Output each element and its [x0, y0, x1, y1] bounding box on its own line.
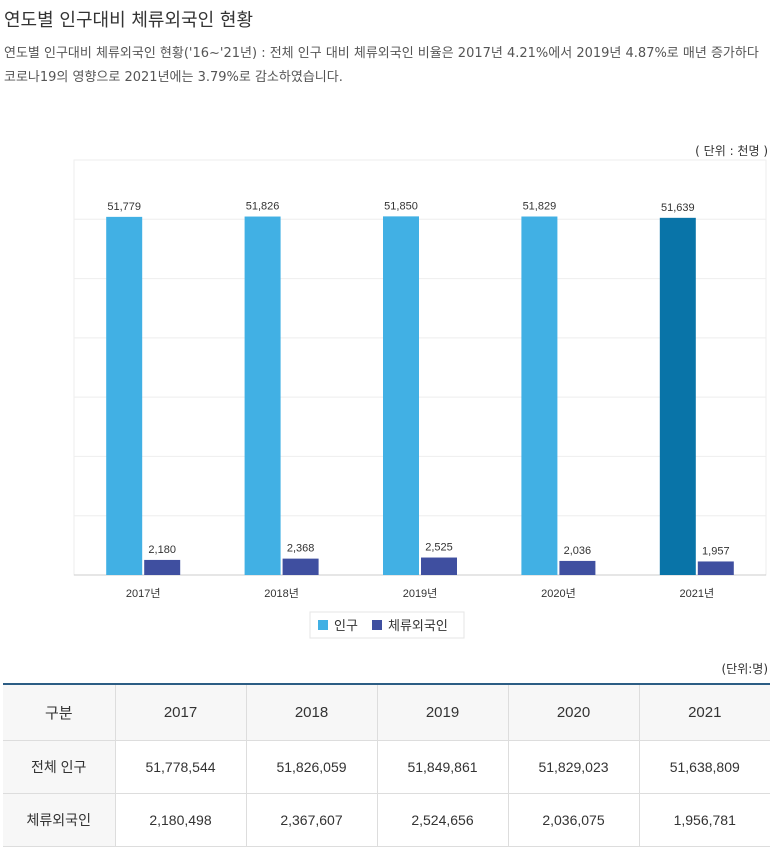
table-row: 체류외국인 2,180,498 2,367,607 2,524,656 2,03… — [3, 793, 770, 847]
chart-unit-label: ( 단위 : 천명 ) — [695, 144, 768, 158]
table-cell: 2,180,498 — [114, 793, 246, 847]
table-cell: 51,849,861 — [376, 740, 508, 794]
table-row-label: 체류외국인 — [3, 793, 115, 847]
chart-data-labels: 51,779 2,180 51,826 2,368 51,850 2,525 51,829 2… — [107, 200, 729, 557]
bar-population[interactable] — [659, 217, 696, 575]
data-label: 51,639 — [661, 202, 695, 214]
x-tick-label: 2021년 — [680, 587, 715, 600]
x-tick-label: 2019년 — [403, 587, 438, 600]
chart-legend[interactable]: 인구 체류외국인 — [309, 611, 465, 639]
table-header-cell: 2020 — [507, 684, 639, 741]
table-unit-label: (단위:명) — [721, 662, 768, 676]
table-header-cell: 2019 — [376, 684, 508, 741]
chart-bars — [106, 216, 734, 575]
data-label: 51,779 — [107, 201, 141, 213]
page-title: 연도별 인구대비 체류외국인 현황 — [4, 10, 254, 31]
legend-swatch — [372, 620, 382, 630]
table-row: 전체 인구 51,778,544 51,826,059 51,849,861 5… — [3, 740, 770, 794]
table-cell: 2,367,607 — [245, 793, 377, 847]
bar-population[interactable] — [106, 216, 143, 575]
table-cell: 51,638,809 — [638, 740, 770, 794]
page-description: 연도별 인구대비 체류외국인 현황('16~'21년) : 전체 인구 대비 체… — [4, 46, 759, 85]
table-header-cell: 2018 — [245, 684, 377, 741]
table-cell: 51,829,023 — [507, 740, 639, 794]
table-row-label: 전체 인구 — [3, 740, 115, 794]
table-header-row: 구분 2017 2018 2019 2020 2021 — [3, 684, 770, 741]
legend-item-population[interactable]: 인구 — [334, 619, 358, 634]
data-label: 2,036 — [564, 545, 592, 557]
x-tick-label: 2018년 — [264, 587, 299, 600]
data-label: 1,957 — [702, 545, 730, 557]
bar-foreigners[interactable] — [144, 559, 181, 575]
bar-foreigners[interactable] — [697, 561, 734, 575]
chart-x-ticks: 2017년 2018년 2019년 2020년 2021년 — [126, 587, 714, 600]
data-label: 2,180 — [148, 544, 176, 556]
table-header-cell: 2021 — [638, 684, 770, 741]
bar-population[interactable] — [521, 216, 558, 575]
population-data-table: 구분 2017 2018 2019 2020 2021 전체 인구 51,778… — [3, 683, 770, 847]
population-bar-chart: 51,779 2,180 51,826 2,368 51,850 2,525 51,829 2… — [73, 159, 767, 639]
data-label: 2,525 — [425, 542, 453, 554]
legend-item-foreigners[interactable]: 체류외국인 — [388, 619, 448, 634]
table-cell: 51,778,544 — [114, 740, 246, 794]
table-cell: 51,826,059 — [245, 740, 377, 794]
x-tick-label: 2017년 — [126, 587, 161, 600]
table-header-cell: 2017 — [114, 684, 246, 741]
chart-grid — [73, 159, 767, 576]
data-label: 51,826 — [246, 201, 280, 213]
table-header-cell: 구분 — [3, 684, 115, 741]
bar-foreigners[interactable] — [421, 557, 457, 575]
bar-foreigners[interactable] — [282, 558, 319, 575]
data-label: 51,829 — [523, 201, 557, 213]
legend-swatch — [318, 620, 328, 630]
bar-population[interactable] — [244, 216, 281, 575]
bar-population[interactable] — [383, 216, 419, 575]
data-label: 51,850 — [384, 200, 418, 212]
table-cell: 2,524,656 — [376, 793, 508, 847]
table-cell: 1,956,781 — [638, 793, 770, 847]
bar-foreigners[interactable] — [559, 560, 596, 575]
x-tick-label: 2020년 — [541, 587, 576, 600]
data-label: 2,368 — [287, 543, 315, 555]
table-cell: 2,036,075 — [507, 793, 639, 847]
legend-box — [309, 611, 465, 639]
